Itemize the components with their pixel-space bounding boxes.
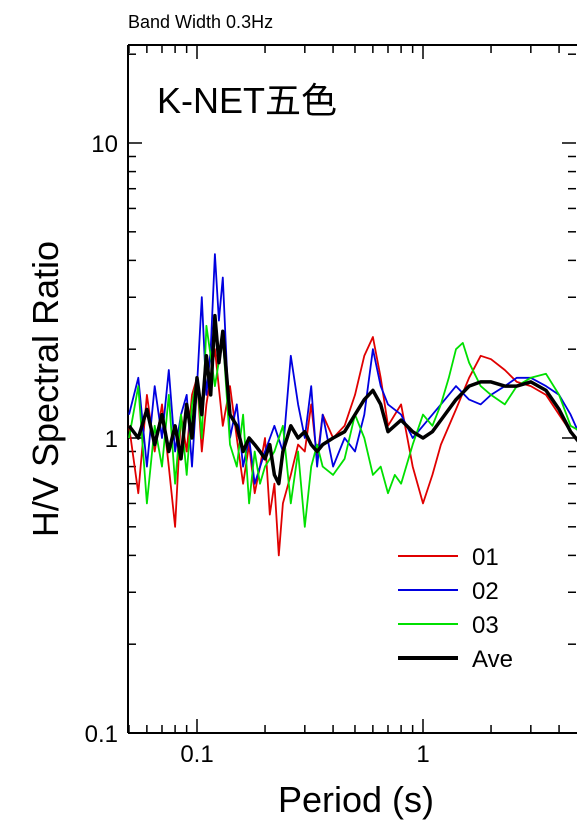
legend: 01 02 03 Ave [398, 544, 513, 673]
legend-label-03: 03 [472, 612, 499, 639]
y-tick-label: 0.1 [85, 721, 118, 748]
axis-ticks [128, 45, 576, 734]
x-tick-label: 1 [416, 741, 429, 768]
axis-tick-labels: 0.1 1 0.1 1 10 [85, 131, 430, 768]
series-line-03 [128, 324, 577, 528]
y-tick-label: 10 [91, 131, 118, 158]
series-line-02 [128, 253, 577, 485]
plot-area: 0.1 1 0.1 1 10 [85, 44, 577, 768]
x-tick-label: 0.1 [180, 741, 213, 768]
y-tick-label: 1 [105, 426, 118, 453]
series-layer [128, 253, 577, 557]
x-axis-label: Period (s) [278, 779, 434, 820]
series-line-ave [128, 313, 577, 486]
legend-label-ave: Ave [472, 646, 513, 673]
series-line-01 [128, 336, 577, 557]
legend-label-01: 01 [472, 544, 499, 571]
legend-label-02: 02 [472, 578, 499, 605]
station-annotation: K-NET五色 [157, 80, 337, 121]
y-axis-label: H/V Spectral Ratio [25, 241, 66, 537]
chart-title: Band Width 0.3Hz [128, 12, 273, 32]
